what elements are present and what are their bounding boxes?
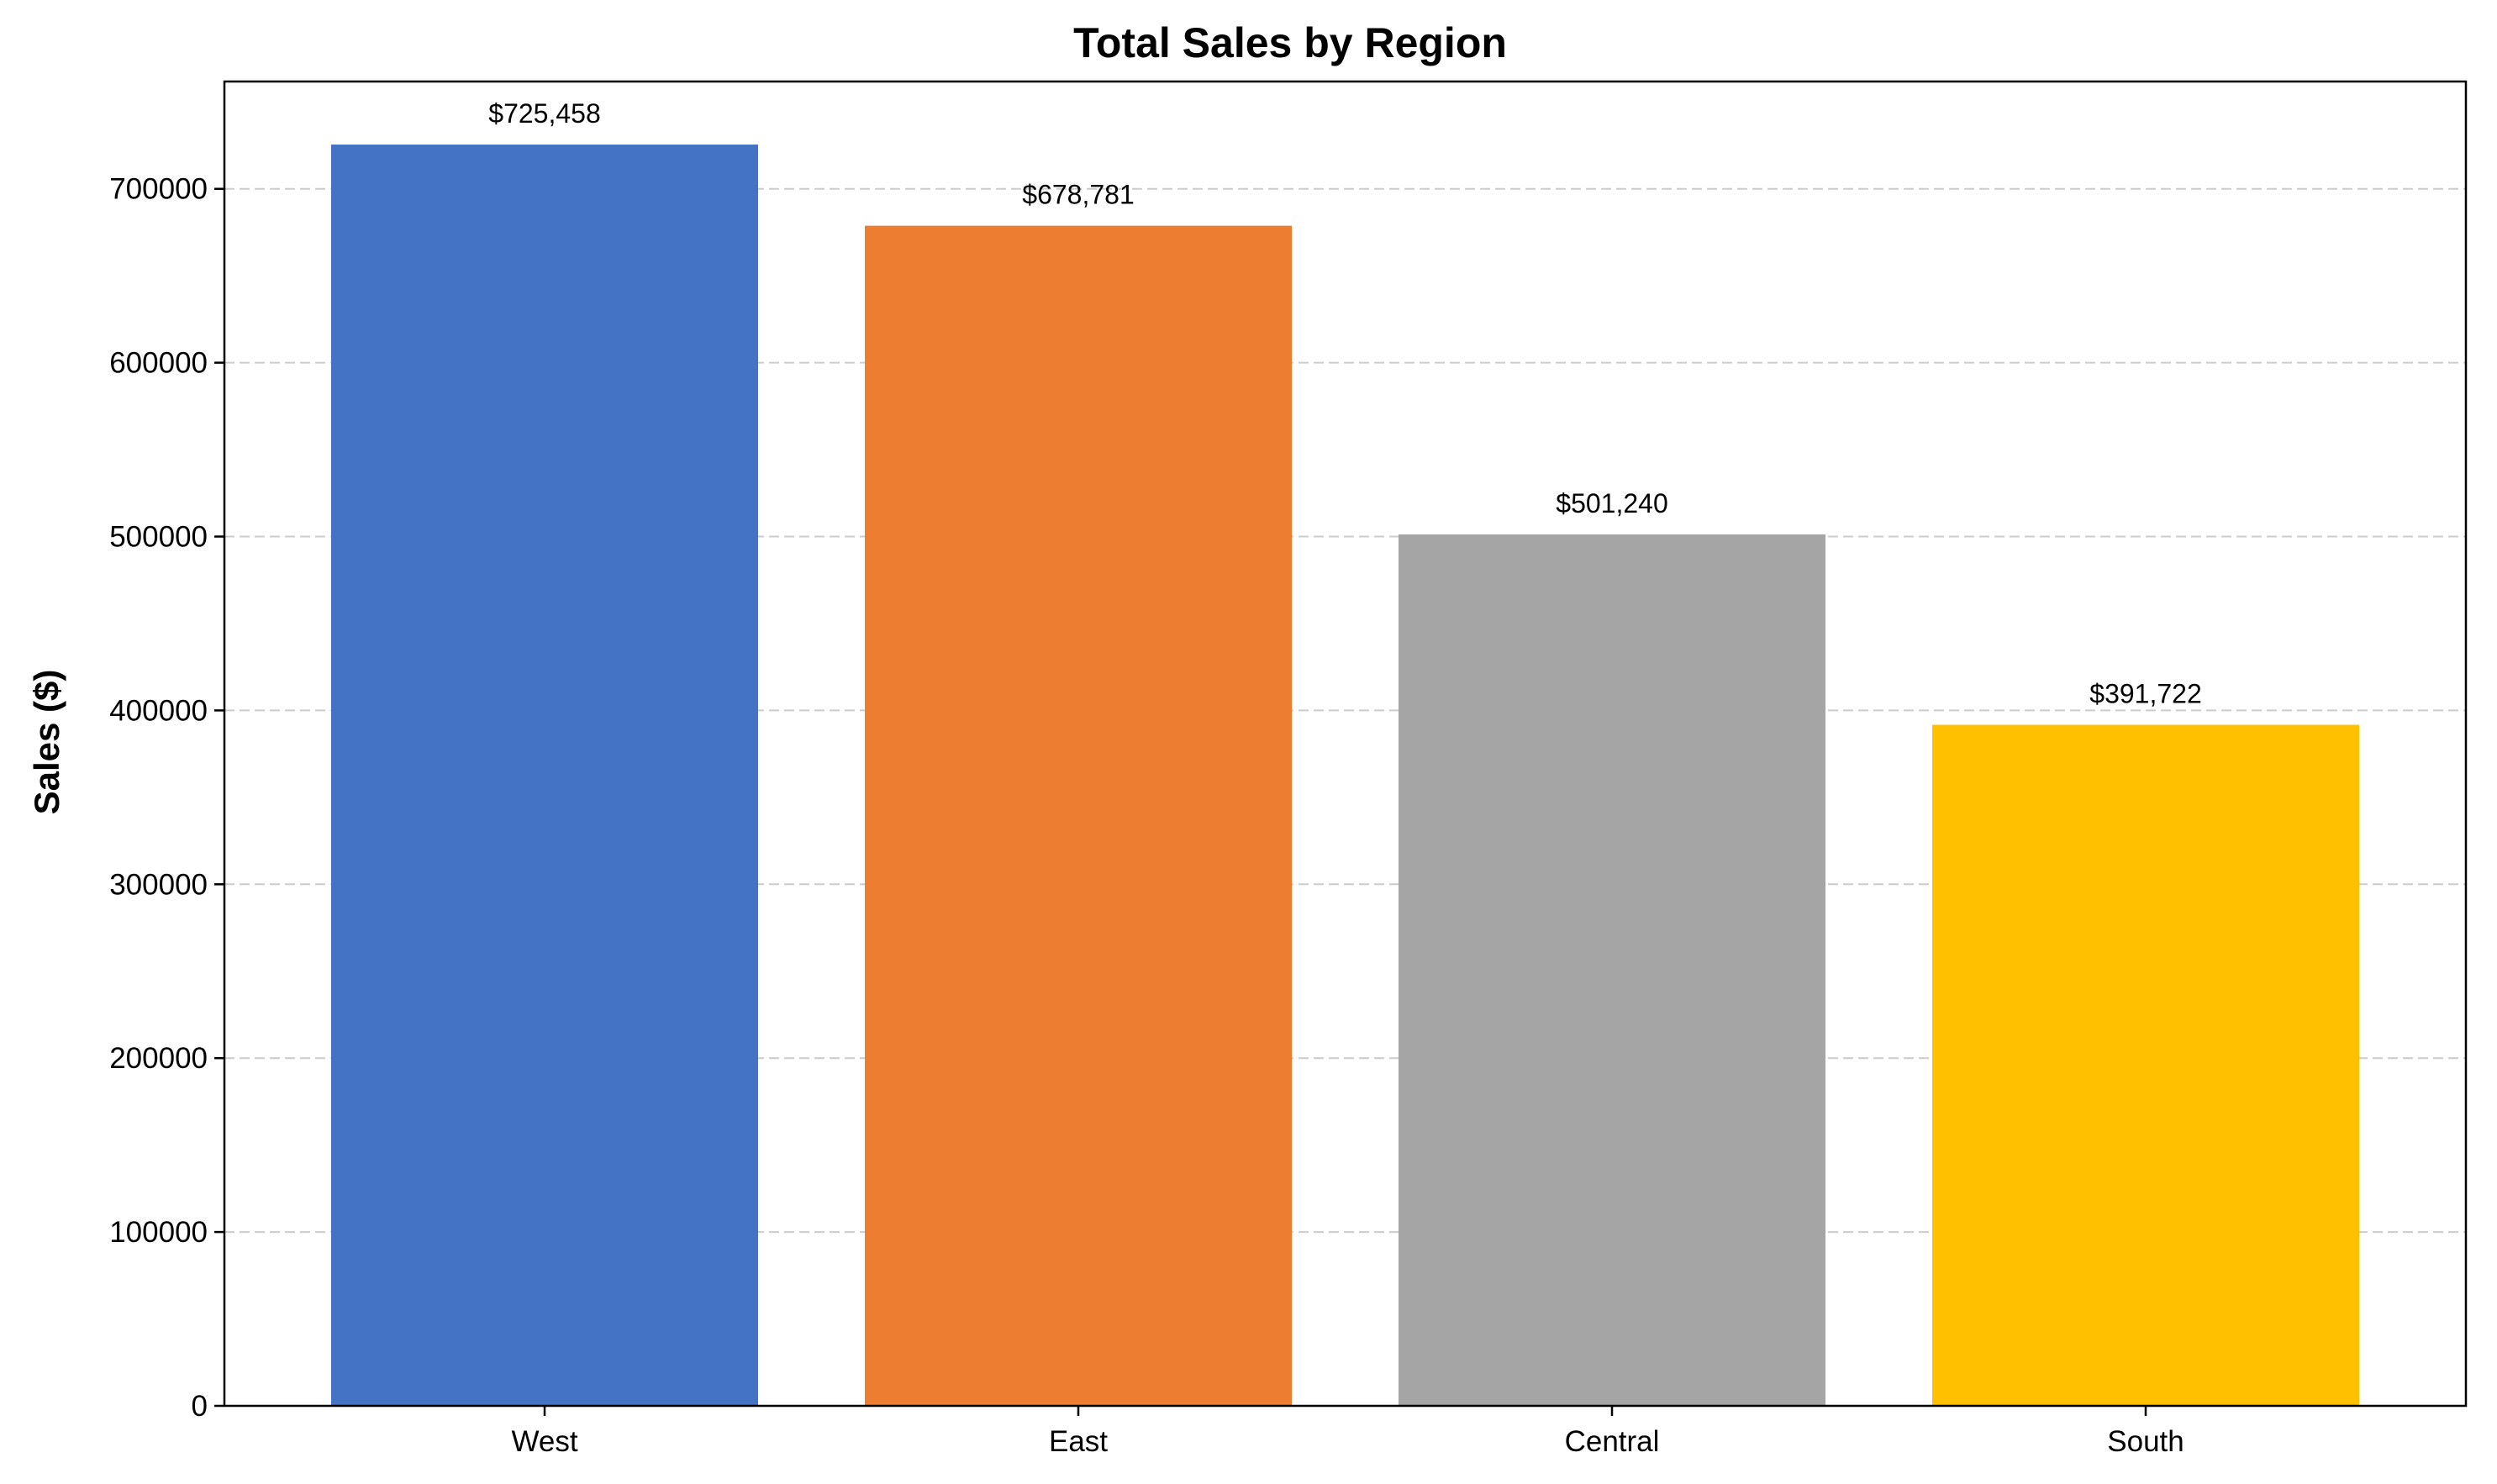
data-label-west: $725,458: [488, 98, 600, 129]
x-tick-label-west: West: [511, 1425, 577, 1458]
y-tick-label: 500000: [109, 521, 208, 554]
y-tick-label: 400000: [109, 694, 208, 727]
x-tick-label-central: Central: [1565, 1425, 1660, 1458]
x-tick-label-east: East: [1049, 1425, 1108, 1458]
plot-frame: [223, 80, 2468, 1408]
data-label-east: $678,781: [1022, 180, 1134, 210]
data-label-south: $391,722: [2089, 679, 2201, 709]
y-tick-label: 200000: [109, 1042, 208, 1075]
bar-east: [865, 225, 1292, 1406]
y-tick-label: 600000: [109, 347, 208, 380]
y-tick-label: 0: [192, 1390, 208, 1423]
chart-title: Total Sales by Region: [1073, 19, 1507, 66]
x-tick-label-south: South: [2107, 1425, 2184, 1458]
axes: 0 100000 200000 300000 400000 500000 600000 700…: [109, 173, 2184, 1458]
data-label-central: $501,240: [1556, 488, 1667, 518]
bar-central: [1399, 534, 1825, 1407]
y-tick-label: 700000: [109, 173, 208, 206]
data-labels: $725,458 $678,781 $501,240 $391,722: [488, 98, 2201, 708]
y-tick-label: 100000: [109, 1216, 208, 1249]
y-tick-label: 300000: [109, 868, 208, 901]
bar-south: [1932, 724, 2359, 1406]
bar-west: [331, 145, 758, 1406]
y-axis-title: Sales ($): [27, 670, 66, 815]
bars: [331, 145, 2359, 1407]
